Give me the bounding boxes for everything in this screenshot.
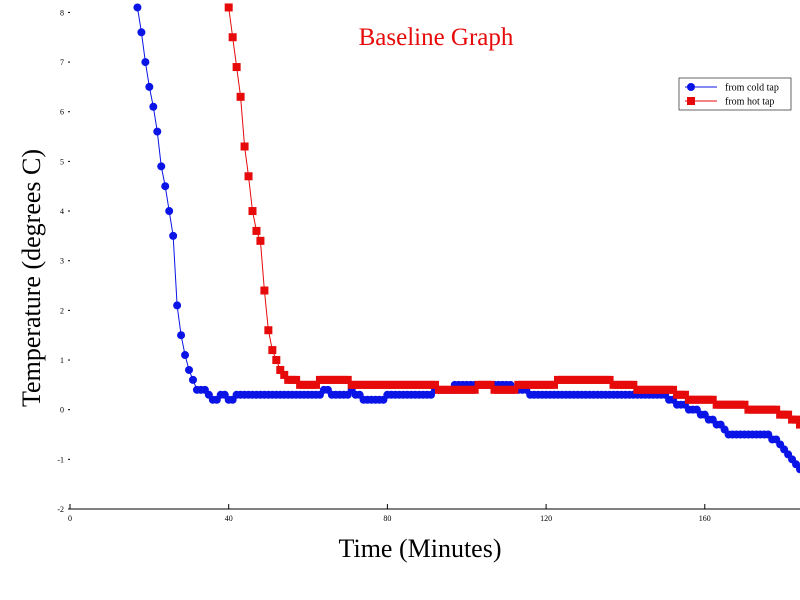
x-tick-label: 0 bbox=[68, 514, 72, 523]
y-tick-label: -1 bbox=[57, 455, 64, 464]
y-tick-label: 1 bbox=[60, 356, 64, 365]
data-point bbox=[188, 375, 197, 384]
data-point bbox=[157, 162, 166, 171]
x-tick-label: 120 bbox=[540, 514, 552, 523]
legend-label: from hot tap bbox=[725, 97, 774, 108]
y-tick-label: 6 bbox=[60, 108, 64, 117]
chart-title: Baseline Graph bbox=[359, 24, 514, 51]
data-point bbox=[268, 346, 277, 355]
data-point bbox=[796, 420, 800, 429]
data-point bbox=[177, 331, 186, 340]
y-tick-label: 0 bbox=[60, 406, 64, 415]
data-point bbox=[486, 380, 495, 389]
y-tick-label: 5 bbox=[60, 157, 64, 166]
data-point bbox=[629, 380, 638, 389]
x-axis-label: Time (Minutes) bbox=[339, 534, 502, 563]
data-point bbox=[669, 385, 678, 394]
data-point bbox=[470, 385, 479, 394]
data-point bbox=[161, 182, 170, 191]
data-point bbox=[264, 326, 273, 335]
data-point bbox=[772, 405, 781, 414]
data-point bbox=[784, 410, 793, 419]
data-point bbox=[311, 380, 320, 389]
data-point bbox=[708, 395, 717, 404]
data-point bbox=[680, 390, 689, 399]
x-tick-label: 160 bbox=[699, 514, 711, 523]
data-point bbox=[510, 385, 519, 394]
data-point bbox=[260, 286, 269, 295]
x-tick-label: 80 bbox=[383, 514, 391, 523]
legend: from cold tap from hot tap bbox=[678, 77, 792, 111]
data-point bbox=[276, 365, 285, 374]
x-tick-label: 40 bbox=[225, 514, 233, 523]
data-point bbox=[605, 375, 614, 384]
data-point bbox=[740, 400, 749, 409]
data-point bbox=[145, 82, 154, 91]
data-point bbox=[228, 33, 237, 42]
y-tick-label: 4 bbox=[60, 207, 64, 216]
legend-marker bbox=[687, 97, 695, 105]
legend-label: from cold tap bbox=[725, 83, 779, 94]
data-point bbox=[185, 365, 194, 374]
plot-area bbox=[133, 3, 800, 474]
data-point bbox=[133, 3, 142, 12]
data-point bbox=[550, 380, 559, 389]
data-point bbox=[248, 207, 257, 216]
legend-marker bbox=[687, 83, 695, 91]
data-point bbox=[256, 236, 265, 245]
data-point bbox=[280, 370, 289, 379]
y-tick-label: 8 bbox=[60, 8, 64, 17]
data-point bbox=[792, 415, 800, 424]
data-point bbox=[137, 28, 146, 37]
data-point bbox=[343, 375, 352, 384]
data-point bbox=[169, 231, 178, 240]
data-point bbox=[236, 92, 245, 101]
data-point bbox=[165, 207, 174, 216]
data-point bbox=[141, 58, 150, 67]
data-point bbox=[173, 301, 182, 310]
data-point bbox=[796, 465, 800, 474]
legend-box bbox=[678, 77, 792, 111]
y-axis-label: Temperature (degrees C) bbox=[17, 149, 46, 407]
data-point bbox=[244, 172, 253, 181]
data-point bbox=[272, 356, 281, 365]
y-tick-label: -2 bbox=[57, 505, 64, 514]
data-point bbox=[292, 375, 301, 384]
data-point bbox=[224, 3, 233, 12]
data-point bbox=[431, 380, 439, 389]
data-point bbox=[232, 63, 241, 72]
data-point bbox=[252, 226, 261, 235]
data-point bbox=[153, 127, 162, 136]
y-tick-label: 7 bbox=[60, 58, 64, 67]
y-tick-label: 2 bbox=[60, 306, 64, 315]
y-tick-label: 3 bbox=[60, 257, 64, 266]
data-point bbox=[181, 351, 190, 360]
data-point bbox=[149, 102, 158, 111]
data-point bbox=[240, 142, 249, 151]
series-line bbox=[228, 7, 800, 425]
